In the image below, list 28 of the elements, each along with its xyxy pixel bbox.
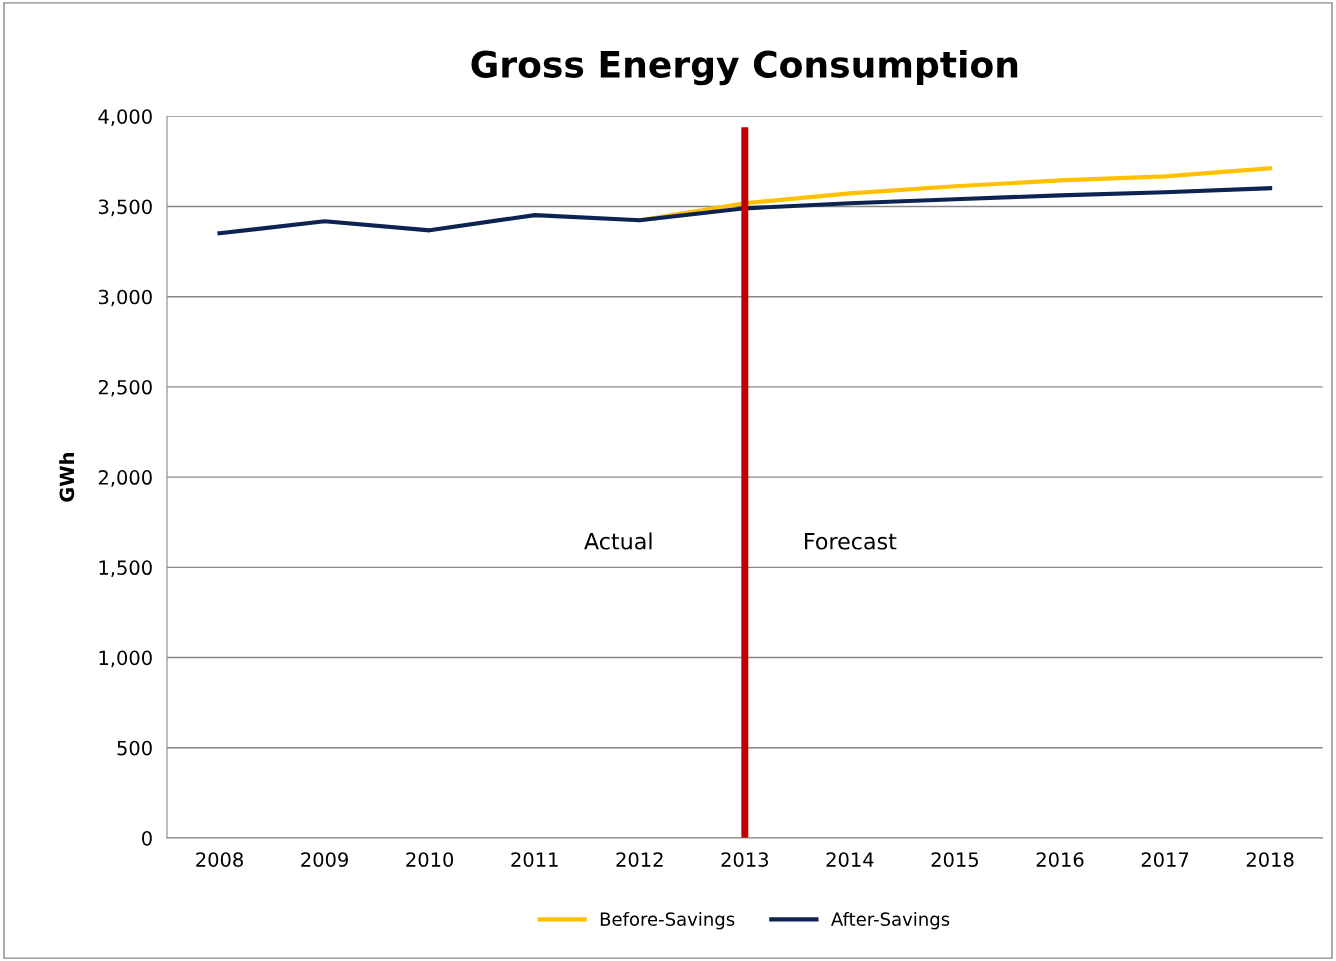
y-tick-label: 500 <box>117 740 152 756</box>
x-tick-label: 2014 <box>826 852 874 867</box>
x-tick-label: 2011 <box>511 852 558 867</box>
y-axis-title: GWh <box>59 453 75 502</box>
y-tick-label: 1,500 <box>99 560 152 577</box>
x-tick-label: 2013 <box>721 852 768 867</box>
x-tick-label: 2008 <box>196 852 243 867</box>
x-tick-label: 2012 <box>616 852 663 867</box>
x-tick-label: 2018 <box>1246 852 1294 867</box>
x-tick-label: 2017 <box>1141 852 1189 867</box>
x-tick-label: 2009 <box>301 852 348 867</box>
line-series <box>637 166 1273 223</box>
annotation: Forecast <box>805 533 897 550</box>
x-tick-label: 2016 <box>1036 852 1084 867</box>
legend-label: Before-Savings <box>600 911 735 930</box>
x-tick-label: 2010 <box>406 852 454 867</box>
y-tick-label: 2,500 <box>98 379 152 397</box>
y-tick-label: 0 <box>142 830 152 846</box>
chart-title: Gross Energy Consumption <box>471 49 1018 86</box>
line-series <box>217 186 1273 236</box>
legend-label: After-Savings <box>831 911 950 930</box>
y-tick-label: 3,500 <box>98 199 152 217</box>
y-tick-label: 4,000 <box>98 109 152 126</box>
x-tick-label: 2015 <box>931 852 978 867</box>
annotation: Actual <box>584 532 652 550</box>
y-tick-label: 3,000 <box>98 289 152 307</box>
y-tick-label: 2,000 <box>98 470 152 487</box>
y-tick-label: 1,000 <box>99 650 152 668</box>
